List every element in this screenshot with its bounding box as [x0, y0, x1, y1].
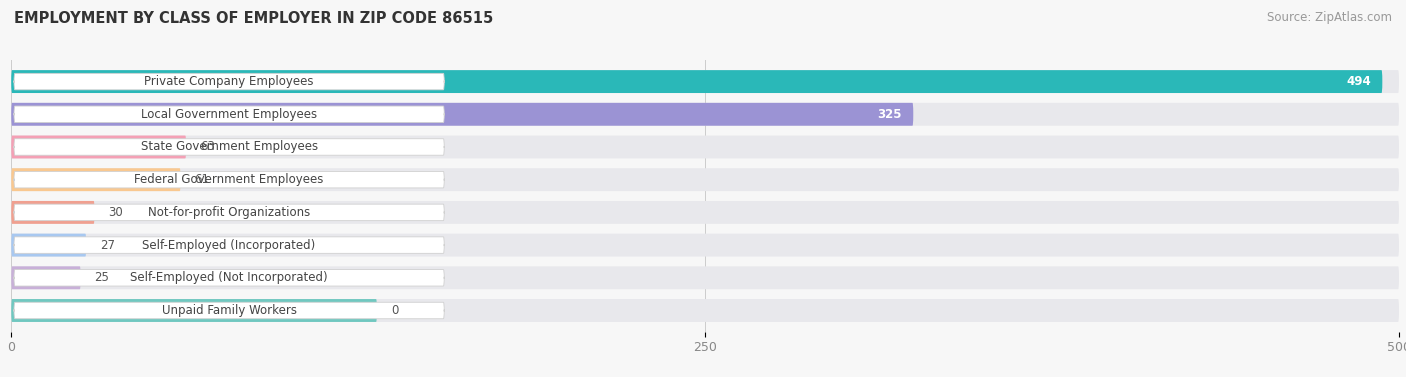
FancyBboxPatch shape — [14, 74, 444, 90]
FancyBboxPatch shape — [11, 136, 1399, 158]
FancyBboxPatch shape — [14, 204, 444, 221]
FancyBboxPatch shape — [11, 103, 1399, 126]
FancyBboxPatch shape — [11, 103, 914, 126]
FancyBboxPatch shape — [11, 234, 1399, 256]
FancyBboxPatch shape — [11, 168, 1399, 191]
FancyBboxPatch shape — [11, 201, 94, 224]
Text: EMPLOYMENT BY CLASS OF EMPLOYER IN ZIP CODE 86515: EMPLOYMENT BY CLASS OF EMPLOYER IN ZIP C… — [14, 11, 494, 26]
FancyBboxPatch shape — [11, 299, 377, 322]
Text: Source: ZipAtlas.com: Source: ZipAtlas.com — [1267, 11, 1392, 24]
Text: Self-Employed (Incorporated): Self-Employed (Incorporated) — [142, 239, 316, 251]
FancyBboxPatch shape — [14, 172, 444, 188]
FancyBboxPatch shape — [11, 299, 1399, 322]
FancyBboxPatch shape — [11, 267, 1399, 289]
FancyBboxPatch shape — [11, 70, 1382, 93]
FancyBboxPatch shape — [14, 302, 444, 319]
FancyBboxPatch shape — [14, 237, 444, 253]
Text: 61: 61 — [194, 173, 209, 186]
Text: Private Company Employees: Private Company Employees — [145, 75, 314, 88]
Text: 325: 325 — [877, 108, 903, 121]
FancyBboxPatch shape — [14, 139, 444, 155]
FancyBboxPatch shape — [14, 106, 444, 123]
FancyBboxPatch shape — [11, 168, 180, 191]
Text: Self-Employed (Not Incorporated): Self-Employed (Not Incorporated) — [131, 271, 328, 284]
FancyBboxPatch shape — [11, 70, 1399, 93]
Text: 25: 25 — [94, 271, 110, 284]
Text: Local Government Employees: Local Government Employees — [141, 108, 318, 121]
Text: Not-for-profit Organizations: Not-for-profit Organizations — [148, 206, 311, 219]
Text: 494: 494 — [1347, 75, 1371, 88]
Text: 30: 30 — [108, 206, 124, 219]
FancyBboxPatch shape — [11, 136, 186, 158]
Text: 27: 27 — [100, 239, 115, 251]
FancyBboxPatch shape — [11, 201, 1399, 224]
FancyBboxPatch shape — [14, 270, 444, 286]
Text: State Government Employees: State Government Employees — [141, 141, 318, 153]
Text: 0: 0 — [391, 304, 398, 317]
FancyBboxPatch shape — [11, 267, 80, 289]
FancyBboxPatch shape — [11, 234, 86, 256]
Text: 63: 63 — [200, 141, 215, 153]
Text: Federal Government Employees: Federal Government Employees — [135, 173, 323, 186]
Text: Unpaid Family Workers: Unpaid Family Workers — [162, 304, 297, 317]
